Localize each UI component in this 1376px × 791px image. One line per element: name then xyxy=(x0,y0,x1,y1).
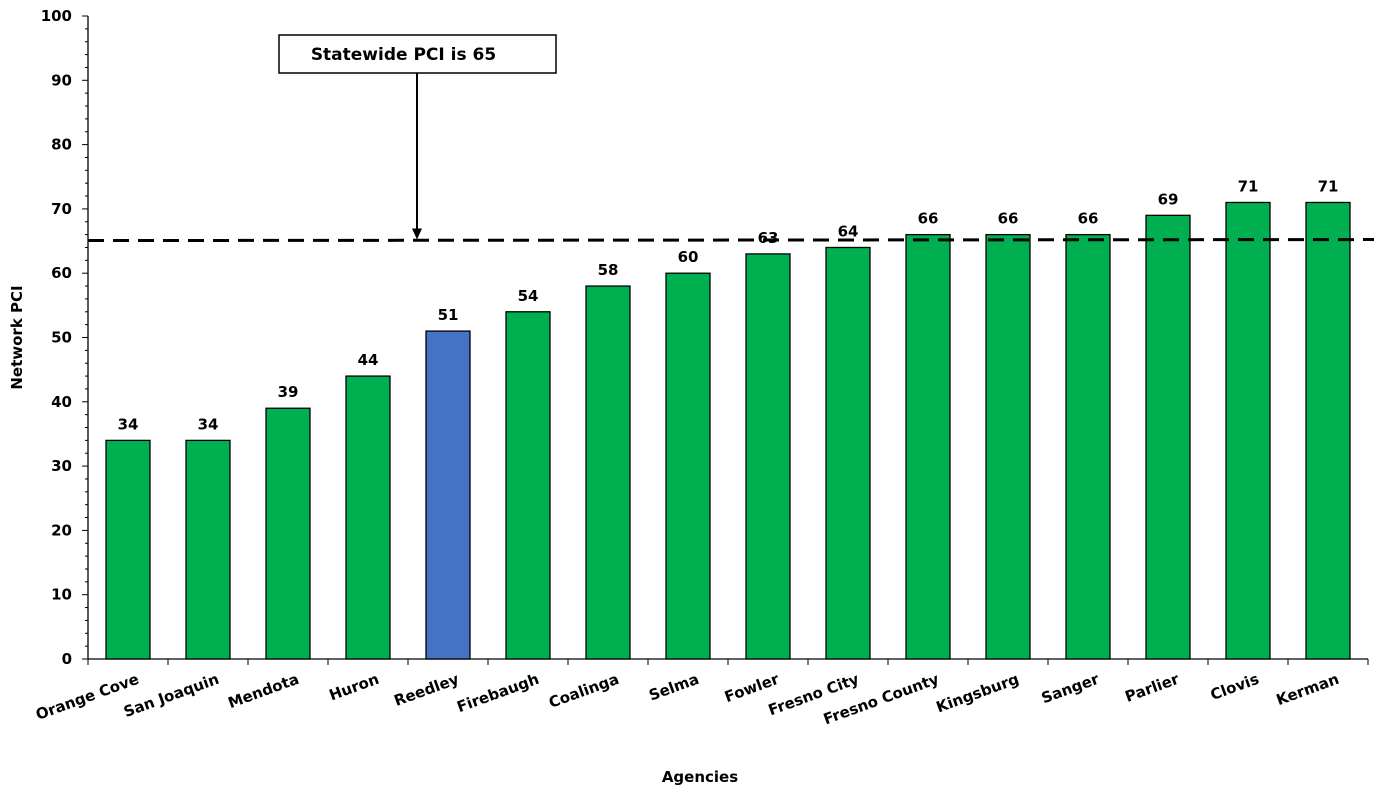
callout-arrowhead xyxy=(412,228,422,240)
data-label: 66 xyxy=(918,210,939,228)
x-tick-label: Firebaugh xyxy=(454,670,541,716)
bar xyxy=(985,233,1031,660)
y-tick-label: 80 xyxy=(51,136,72,154)
x-tick-label: Mendota xyxy=(226,670,302,712)
callout-box xyxy=(278,34,557,74)
reference-line xyxy=(87,238,1375,243)
data-label: 34 xyxy=(118,415,139,433)
bar xyxy=(585,285,631,660)
bars: 34 34 39 44 51 54 58 60 63 64 66 66 66 69 71 71 xyxy=(105,177,1351,660)
y-tick-label: 60 xyxy=(51,264,72,282)
bar xyxy=(1305,201,1351,660)
y-tick-label: 90 xyxy=(51,71,72,89)
data-label: 66 xyxy=(998,210,1019,228)
data-label: 64 xyxy=(838,222,859,240)
bar xyxy=(1145,214,1191,660)
data-label: 58 xyxy=(598,261,619,279)
y-tick-label: 0 xyxy=(62,650,72,668)
bar xyxy=(505,311,551,660)
x-tick-label: Huron xyxy=(327,670,382,705)
bar xyxy=(425,330,471,660)
y-tick-label: 10 xyxy=(51,586,72,604)
x-tick-label: Coalinga xyxy=(546,670,621,712)
data-label: 51 xyxy=(438,306,459,324)
y-tick-label: 100 xyxy=(41,7,72,25)
y-tick-label: 40 xyxy=(51,393,72,411)
y-tick-label: 20 xyxy=(51,521,72,539)
bar xyxy=(345,375,391,660)
data-label: 71 xyxy=(1238,177,1259,195)
y-tick-label: 70 xyxy=(51,200,72,218)
y-tick-label: 50 xyxy=(51,329,72,347)
data-label: 34 xyxy=(198,415,219,433)
data-label: 60 xyxy=(678,248,699,266)
data-label: 66 xyxy=(1078,210,1099,228)
bar xyxy=(105,439,151,660)
bar xyxy=(665,272,711,660)
x-tick-label: Kingsburg xyxy=(934,670,1022,717)
callout-text: Statewide PCI is 65 xyxy=(311,45,496,65)
x-tick-label: Sanger xyxy=(1039,670,1102,708)
x-tick-label: Kerman xyxy=(1274,670,1342,709)
x-tick-label: Selma xyxy=(646,670,701,705)
bar xyxy=(185,439,231,660)
data-label: 71 xyxy=(1318,177,1339,195)
data-label: 69 xyxy=(1158,190,1179,208)
x-tick-label: Clovis xyxy=(1208,670,1261,704)
y-tick-label: 30 xyxy=(51,457,72,475)
bar xyxy=(905,233,951,660)
y-axis-title: Network PCI xyxy=(8,285,26,389)
data-label: 39 xyxy=(278,383,299,401)
x-axis-title: Agencies xyxy=(662,768,738,786)
bar xyxy=(265,407,311,660)
data-label: 44 xyxy=(358,351,379,369)
callout: Statewide PCI is 65 xyxy=(278,34,557,240)
x-tick-label: Reedley xyxy=(392,670,462,710)
y-axis: 0 10 20 30 40 50 60 70 80 90 100 xyxy=(41,7,89,668)
data-label: 63 xyxy=(758,229,779,247)
bar xyxy=(1225,201,1271,660)
reference-line-group xyxy=(87,238,1375,243)
data-label: 54 xyxy=(518,287,539,305)
bar xyxy=(825,246,871,660)
bar xyxy=(745,253,791,660)
x-tick-label: Parlier xyxy=(1123,670,1182,706)
bar xyxy=(1065,233,1111,660)
